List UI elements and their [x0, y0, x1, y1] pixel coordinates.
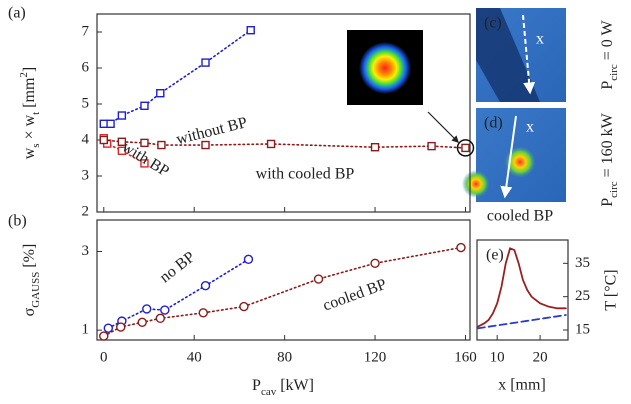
- marker: [138, 318, 146, 326]
- x-axis-title: Pcav [kW]: [252, 377, 314, 398]
- axis-label: x: [526, 119, 534, 136]
- y-tick-label: 35: [575, 255, 590, 271]
- annotation: without BP: [175, 114, 250, 148]
- y-axis-title: ws × wt [mm2]: [18, 67, 42, 160]
- annotation: with cooled BP: [256, 166, 355, 183]
- marker: [118, 112, 125, 119]
- series-line: [104, 248, 461, 337]
- marker: [104, 324, 112, 332]
- y-axis-title: σGAUSS [%]: [21, 244, 42, 317]
- marker: [100, 137, 107, 144]
- marker: [371, 259, 379, 267]
- marker: [315, 275, 323, 283]
- y-tick-label: 5: [82, 95, 90, 111]
- x-tick-label: 10: [490, 349, 505, 365]
- marker: [457, 244, 465, 252]
- y-axis-title: T [°C]: [603, 269, 620, 310]
- hot-spot: [462, 170, 490, 198]
- panel-label: (d): [484, 115, 503, 132]
- panel-label: (e): [486, 247, 504, 264]
- panel-c: (c) x Pcirc = 0 W: [476, 8, 620, 102]
- y-tick-label: 4: [82, 131, 90, 147]
- panel-label: (c): [484, 15, 502, 32]
- x-tick-label: 20: [533, 349, 548, 365]
- marker: [247, 27, 254, 34]
- y-tick-label: 15: [575, 321, 590, 337]
- panel-d: (d) x Pcirc = 160 kW cooled BP: [462, 108, 620, 225]
- annotation: no BP: [157, 248, 199, 286]
- x-tick-label: 80: [277, 349, 292, 365]
- figure: (c) x Pcirc = 0 W (d) x Pcirc = 160 kW c…: [0, 0, 631, 404]
- marker: [372, 144, 379, 151]
- marker: [462, 144, 469, 151]
- marker: [117, 323, 125, 331]
- marker: [428, 143, 435, 150]
- marker: [141, 102, 148, 109]
- power-label: Pcirc = 160 kW: [599, 112, 620, 206]
- panel-label: (b): [8, 213, 27, 230]
- marker: [244, 255, 252, 263]
- y-tick-label: 3: [82, 243, 90, 259]
- marker: [156, 314, 164, 322]
- y-tick-label: 2: [82, 203, 90, 219]
- y-tick-label: 1: [82, 322, 90, 338]
- y-tick-label: 7: [82, 23, 90, 39]
- marker: [107, 120, 114, 127]
- marker: [199, 309, 207, 317]
- y-tick-label: 3: [82, 167, 90, 183]
- marker: [202, 59, 209, 66]
- marker: [143, 305, 151, 313]
- power-label: Pcirc = 0 W: [599, 19, 620, 89]
- beam-spot: [359, 42, 411, 94]
- panel-label: (a): [8, 5, 26, 22]
- plot-frame: [97, 220, 470, 340]
- marker: [268, 140, 275, 147]
- marker: [100, 332, 108, 340]
- x-tick-label: 160: [454, 349, 477, 365]
- x-axis-title: x [mm]: [498, 377, 546, 394]
- marker: [100, 120, 107, 127]
- y-tick-label: 25: [575, 288, 590, 304]
- marker: [240, 303, 248, 311]
- marker: [202, 142, 209, 149]
- marker: [202, 282, 210, 290]
- x-tick-label: 0: [100, 349, 108, 365]
- series-line: [104, 30, 251, 124]
- y-tick-label: 6: [82, 59, 90, 75]
- x-tick-label: 120: [364, 349, 387, 365]
- axis-label: x: [536, 31, 544, 48]
- marker: [161, 306, 169, 314]
- marker: [158, 142, 165, 149]
- marker: [157, 90, 164, 97]
- marker: [141, 139, 148, 146]
- annotation: cooled BP: [321, 276, 389, 315]
- inset-arrow: [428, 112, 458, 142]
- x-tick-label: 40: [187, 349, 202, 365]
- caption: cooled BP: [487, 208, 553, 225]
